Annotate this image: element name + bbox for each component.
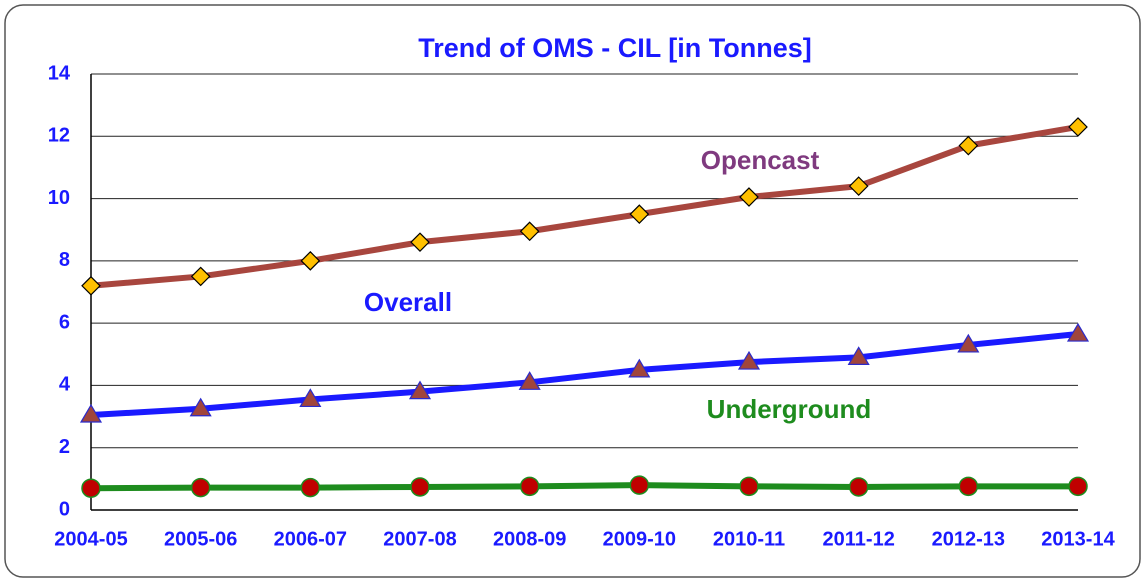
marker (190, 477, 211, 498)
marker (79, 403, 103, 423)
marker (1066, 322, 1090, 342)
marker (189, 397, 212, 417)
x-tick-label: 2004-05 (54, 528, 127, 550)
y-tick-label: 14 (48, 62, 71, 84)
chart-title: Trend of OMS - CIL [in Tonnes] (418, 33, 811, 63)
y-tick-label: 12 (48, 125, 70, 147)
marker (81, 478, 101, 498)
marker (957, 333, 980, 353)
series-label: Overall (364, 287, 452, 317)
y-tick-label: 10 (48, 187, 70, 209)
x-tick-label: 2006-07 (274, 528, 347, 550)
series-line (88, 123, 1081, 289)
series-line (88, 482, 1081, 492)
series-label: Opencast (701, 145, 820, 175)
x-tick-label: 2009-10 (603, 528, 676, 550)
marker (629, 204, 650, 224)
marker (1068, 117, 1088, 137)
series-line (88, 331, 1081, 419)
x-tick-label: 2012-13 (932, 528, 1005, 550)
marker (519, 221, 540, 242)
marker (1068, 476, 1088, 497)
chart-frame (4, 4, 1141, 578)
marker (739, 187, 759, 207)
series-label: Underground (707, 394, 872, 424)
x-tick-label: 2007-08 (383, 528, 456, 550)
marker (300, 477, 321, 498)
y-tick-label: 2 (59, 436, 70, 458)
marker (519, 476, 540, 497)
marker (518, 371, 541, 390)
marker (299, 388, 322, 408)
marker (629, 475, 650, 495)
y-tick-label: 6 (59, 311, 70, 333)
marker (847, 346, 870, 365)
marker (81, 275, 101, 296)
marker (628, 358, 651, 378)
marker (958, 135, 979, 156)
marker (737, 350, 761, 370)
marker (848, 477, 869, 497)
x-tick-label: 2010-11 (713, 528, 785, 550)
marker (190, 266, 211, 287)
marker (958, 476, 979, 497)
marker (848, 176, 869, 196)
marker (410, 232, 430, 253)
marker (410, 477, 430, 497)
marker (739, 476, 759, 497)
y-tick-label: 4 (59, 374, 71, 396)
y-tick-label: 0 (59, 498, 70, 520)
x-tick-label: 2008-09 (493, 528, 566, 550)
x-tick-label: 2013-14 (1041, 528, 1115, 550)
x-tick-label: 2005-06 (164, 528, 237, 550)
marker (408, 380, 432, 400)
x-tick-label: 2011-12 (823, 528, 895, 550)
y-tick-label: 8 (59, 249, 70, 271)
marker (300, 251, 321, 271)
